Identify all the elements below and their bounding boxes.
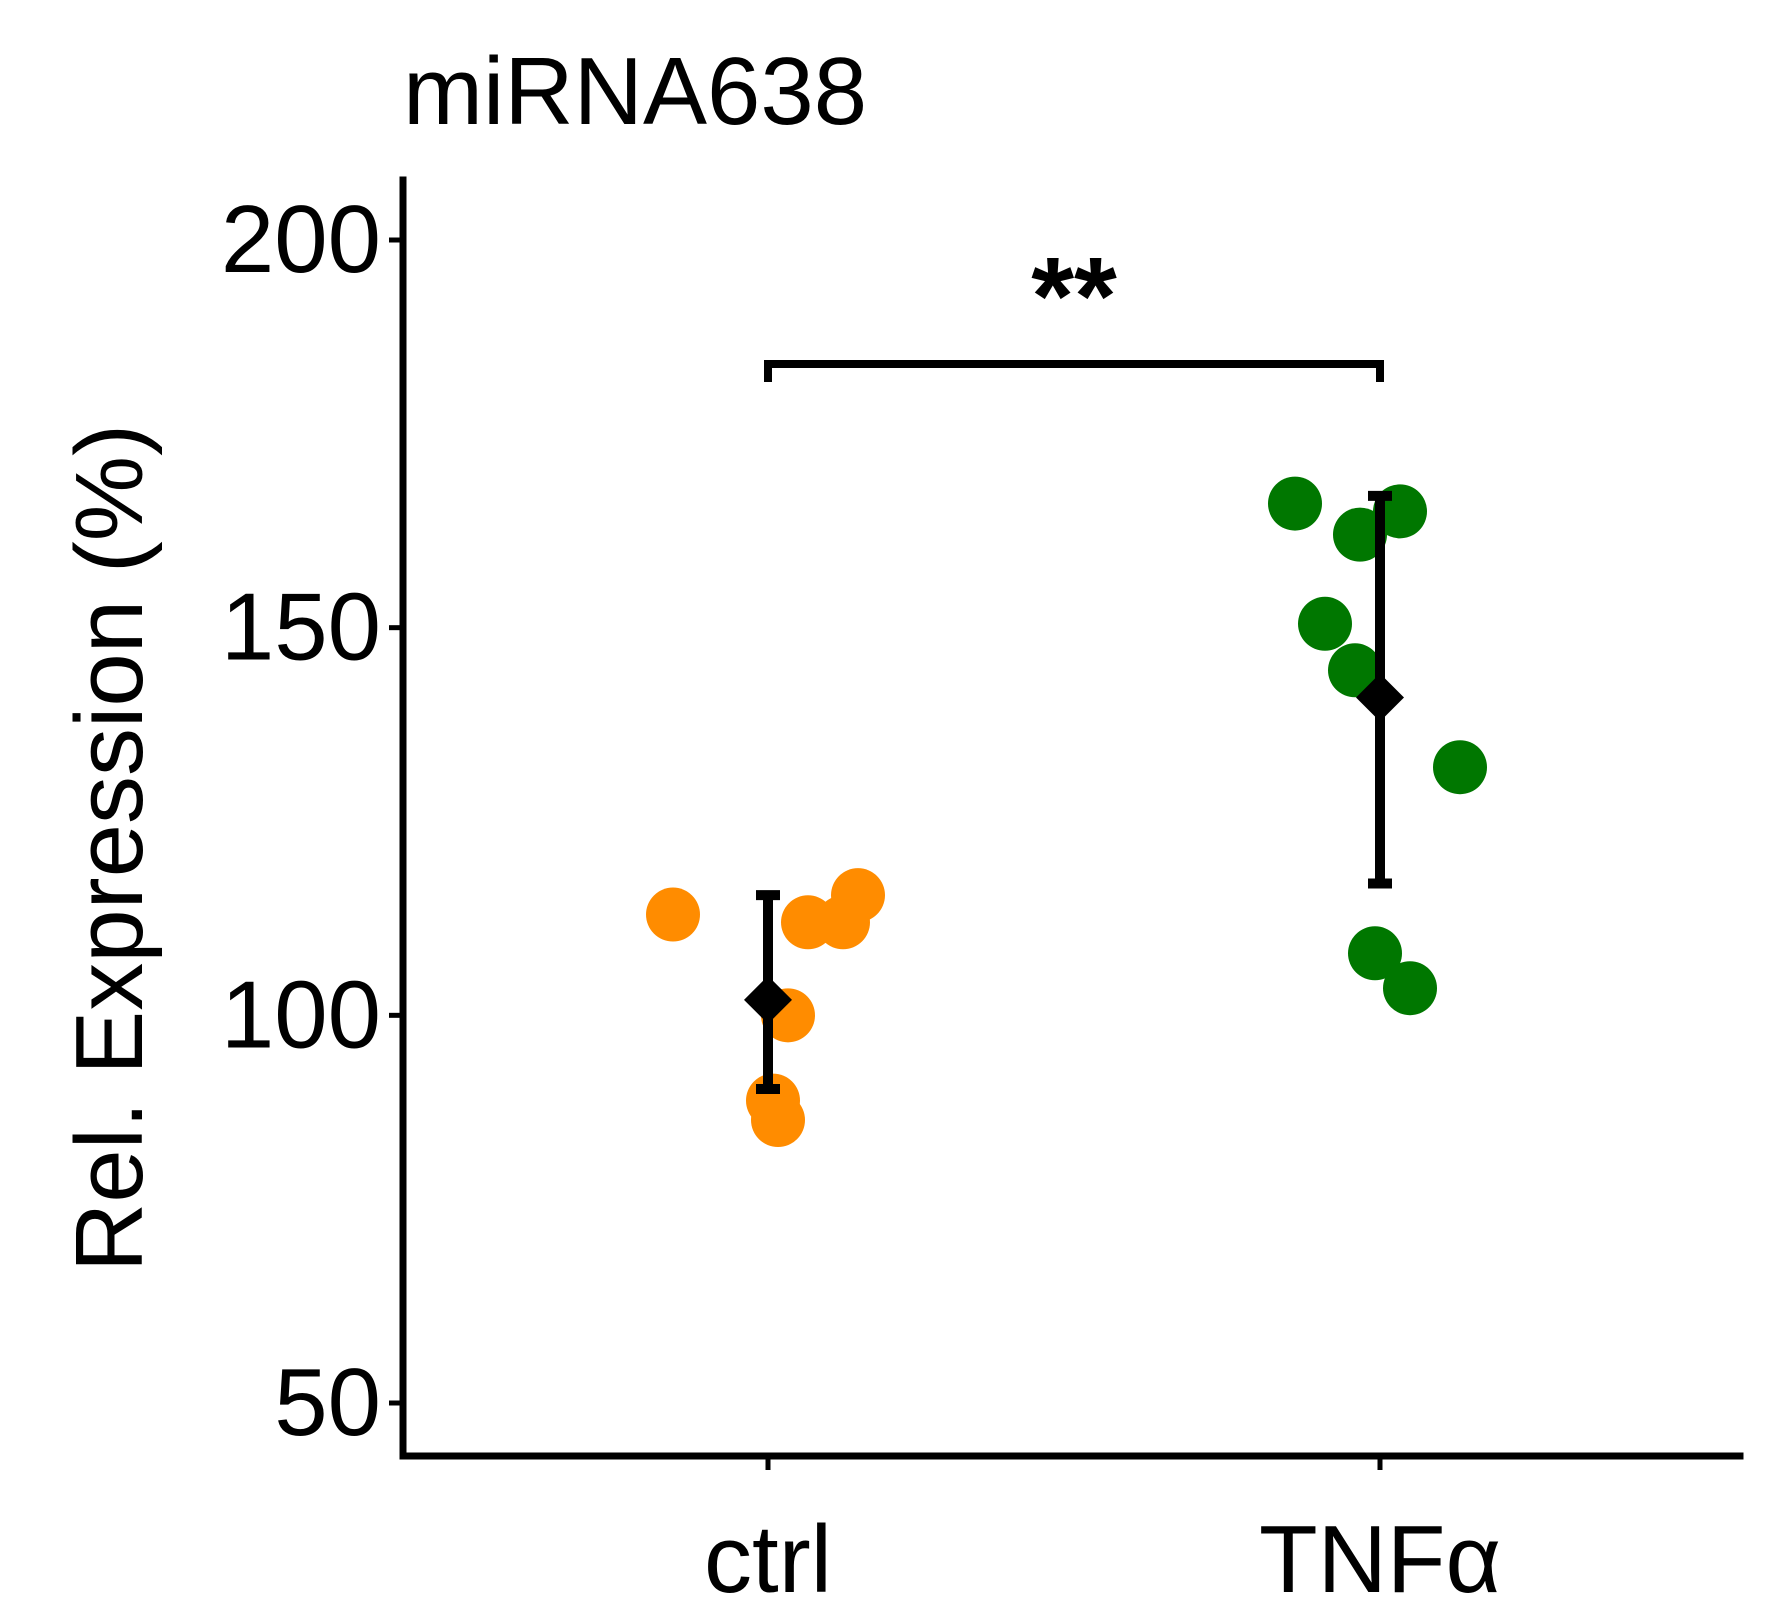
data-point-tnfa xyxy=(1328,643,1382,698)
y-tick-label: 150 xyxy=(221,574,381,681)
data-point-tnfa xyxy=(1383,961,1437,1016)
x-tick-label: TNFα xyxy=(1259,1506,1501,1612)
data-point-ctrl xyxy=(751,1093,805,1148)
y-tick-label: 50 xyxy=(274,1349,381,1456)
y-axis-label: Rel. Expression (%) xyxy=(56,424,163,1272)
data-point-ctrl xyxy=(831,868,885,923)
mean-error-bars xyxy=(744,490,1404,1094)
bracket-line xyxy=(764,360,1384,383)
axes: 50 100 150 200 ctrl TNFα Rel. Expression (%) xyxy=(56,176,1744,1612)
mean-marker xyxy=(1356,673,1404,722)
y-tick-label: 200 xyxy=(221,186,381,293)
data-point-tnfa xyxy=(1333,507,1387,562)
data-point-tnfa xyxy=(1268,476,1322,531)
data-point-tnfa xyxy=(1433,740,1487,795)
significance-label: ** xyxy=(1031,235,1117,358)
x-tick-label: ctrl xyxy=(704,1506,832,1612)
data-point-tnfa xyxy=(1348,926,1402,981)
significance-bracket: ** xyxy=(764,235,1384,383)
data-point-tnfa xyxy=(1298,596,1352,651)
mean-marker xyxy=(744,975,792,1024)
chart-title: miRNA638 xyxy=(403,38,867,145)
y-tick-label: 100 xyxy=(221,961,381,1068)
data-point-ctrl xyxy=(646,887,700,942)
data-points xyxy=(646,476,1487,1148)
